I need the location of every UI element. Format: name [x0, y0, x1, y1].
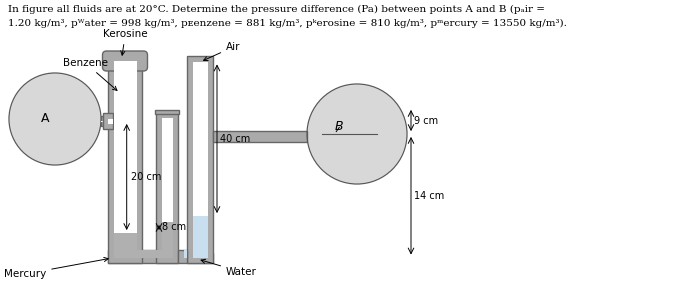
Text: 14 cm: 14 cm — [414, 191, 444, 201]
Bar — [193, 216, 207, 258]
Bar — [113, 61, 137, 233]
Bar — [184, 250, 187, 258]
Bar — [108, 63, 142, 263]
Bar — [101, 116, 108, 126]
Text: 40 cm: 40 cm — [220, 134, 250, 144]
Circle shape — [307, 84, 407, 184]
Text: 1.20 kg/m³, pᵂater = 998 kg/m³, pᴇenzene = 881 kg/m³, pᵏerosine = 810 kg/m³, pᵐe: 1.20 kg/m³, pᵂater = 998 kg/m³, pᴇenzene… — [8, 19, 567, 28]
Bar — [102, 113, 113, 129]
Text: Water: Water — [201, 259, 257, 277]
Bar — [162, 118, 173, 222]
Bar — [178, 250, 187, 263]
Text: B: B — [335, 120, 343, 132]
Bar — [162, 222, 173, 258]
Text: In figure all fluids are at 20°C. Determine the pressure difference (Pa) between: In figure all fluids are at 20°C. Determ… — [8, 4, 545, 14]
Text: Air: Air — [204, 42, 240, 61]
Bar — [187, 56, 213, 263]
Circle shape — [9, 73, 101, 165]
Bar — [213, 130, 307, 141]
Text: Benzene: Benzene — [63, 58, 117, 91]
Text: A: A — [41, 113, 49, 125]
Text: Kerosine: Kerosine — [103, 29, 148, 55]
Bar — [155, 109, 179, 113]
Text: 20 cm: 20 cm — [131, 172, 161, 182]
FancyBboxPatch shape — [102, 51, 147, 71]
Bar — [113, 250, 173, 258]
Bar — [108, 118, 113, 123]
Text: Mercury: Mercury — [4, 258, 108, 279]
Bar — [156, 113, 178, 263]
Bar — [101, 120, 108, 122]
Bar — [108, 250, 178, 263]
Bar — [113, 233, 137, 258]
Bar — [106, 56, 144, 64]
Text: 8 cm: 8 cm — [162, 223, 186, 233]
Bar — [193, 61, 207, 216]
Text: 9 cm: 9 cm — [414, 116, 438, 125]
Bar — [187, 253, 213, 263]
